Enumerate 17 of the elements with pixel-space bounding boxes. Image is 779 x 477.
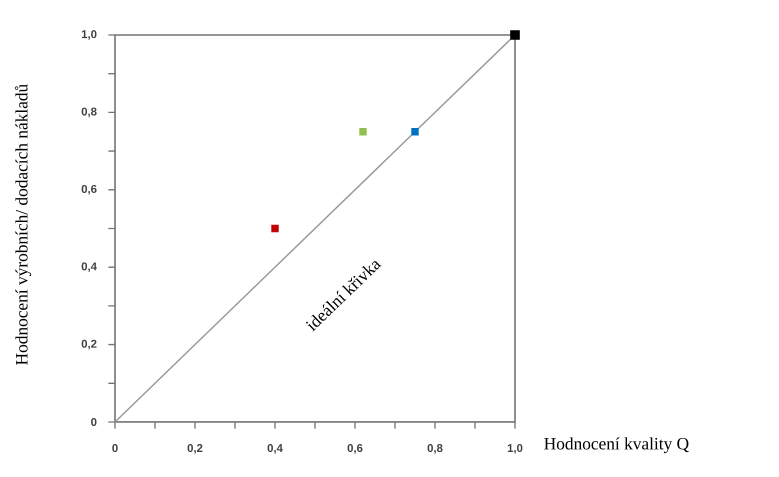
y-tick-label: 0 [91, 418, 96, 426]
x-tick-label: 0,4 [268, 444, 283, 454]
y-tick-label: 1,0 [82, 30, 96, 40]
y-axis-title: Hodnocení výrobních/ dodacích nákladů [14, 84, 32, 365]
x-tick-label: 1,0 [508, 444, 522, 454]
x-tick-label: 0,6 [348, 444, 362, 454]
x-tick-label: 0 [112, 444, 118, 452]
point [271, 224, 279, 232]
y-tick-label: 0,4 [82, 262, 97, 272]
y-tick-label: 0,6 [82, 184, 97, 195]
y-tick-label: 0,8 [82, 108, 97, 118]
x-axis-title: Hodnocení kvality Q [544, 437, 689, 454]
point [411, 128, 419, 136]
x-tick-label: 0,8 [428, 444, 443, 454]
point [359, 128, 367, 136]
y-tick-label: 0,2 [82, 340, 97, 350]
x-tick-label: 0,2 [188, 444, 202, 454]
